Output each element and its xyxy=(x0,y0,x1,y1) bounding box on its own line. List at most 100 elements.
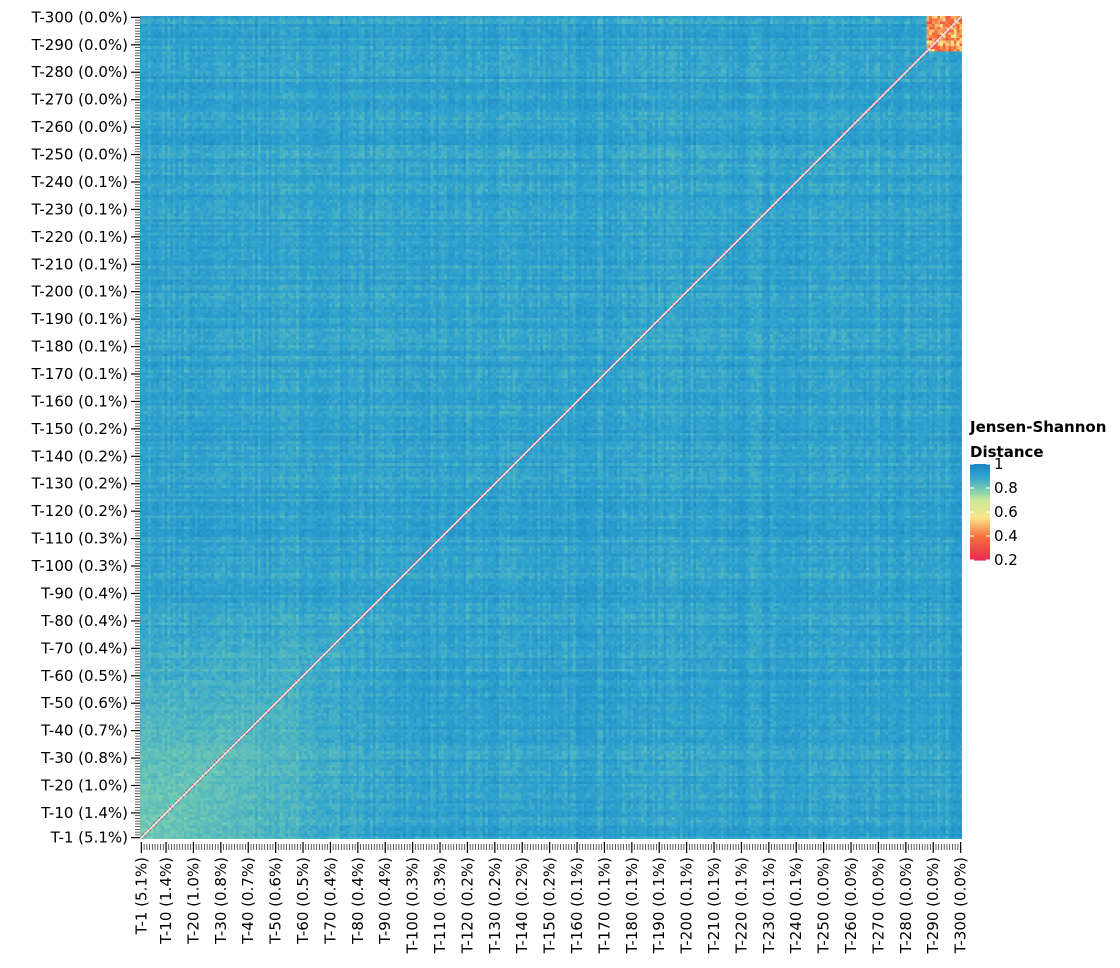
diagonal-self-distance xyxy=(139,15,963,840)
y-tick-label: T-70 (0.4%) xyxy=(40,639,128,657)
y-tick-label: T-220 (0.1%) xyxy=(31,228,128,246)
legend-label: 0.2 xyxy=(994,551,1018,569)
y-tick-label: T-180 (0.1%) xyxy=(31,338,128,356)
x-tick-label: T-230 (0.1%) xyxy=(760,857,778,954)
x-tick-label: T-70 (0.4%) xyxy=(321,857,339,945)
legend-color-step xyxy=(970,496,990,499)
x-tick-label: T-240 (0.1%) xyxy=(787,857,805,954)
y-tick-label: T-40 (0.7%) xyxy=(40,722,128,740)
diagonal-line xyxy=(139,15,963,840)
x-tick-label: T-290 (0.0%) xyxy=(924,857,942,954)
y-tick-label: T-130 (0.2%) xyxy=(31,475,128,493)
y-tick-label: T-90 (0.4%) xyxy=(40,584,128,602)
legend-label: 0.8 xyxy=(994,479,1018,497)
y-tick-label: T-150 (0.2%) xyxy=(31,420,128,438)
legend-color-step xyxy=(970,500,990,503)
x-tick-label: T-170 (0.1%) xyxy=(595,857,613,954)
y-tick-label: T-170 (0.1%) xyxy=(31,365,128,383)
x-tick-label: T-260 (0.0%) xyxy=(842,857,860,954)
legend-color-step xyxy=(970,548,990,551)
x-tick-label: T-30 (0.8%) xyxy=(212,857,230,945)
legend-color-step xyxy=(970,552,990,555)
legend-label: 0.6 xyxy=(994,503,1018,521)
legend-color-step xyxy=(970,524,990,527)
legend-color-step xyxy=(970,482,990,485)
legend-color-step xyxy=(970,512,990,515)
legend-title-line-1: Jensen-Shannon xyxy=(969,418,1106,436)
legend-color-step xyxy=(970,554,990,557)
y-tick-label: T-160 (0.1%) xyxy=(31,392,128,410)
y-tick-label: T-260 (0.0%) xyxy=(31,118,128,136)
x-tick-label: T-250 (0.0%) xyxy=(815,857,833,954)
legend-color-step xyxy=(970,528,990,531)
x-tick-label: T-150 (0.2%) xyxy=(541,857,559,954)
legend-color-step xyxy=(970,544,990,547)
x-tick-label: T-190 (0.1%) xyxy=(650,857,668,954)
legend-color-step xyxy=(970,550,990,553)
x-tick-label: T-130 (0.2%) xyxy=(486,857,504,954)
x-tick-label: T-60 (0.5%) xyxy=(294,857,312,945)
legend-color-step xyxy=(970,480,990,483)
y-tick-label: T-60 (0.5%) xyxy=(40,667,128,685)
legend-color-step xyxy=(970,546,990,549)
y-tick-label: T-300 (0.0%) xyxy=(31,8,128,26)
y-tick-label: T-80 (0.4%) xyxy=(40,612,128,630)
x-tick-label: T-1 (5.1%) xyxy=(132,857,150,935)
legend-color-step xyxy=(970,526,990,529)
legend-label: 1 xyxy=(994,455,1004,473)
y-tick-label: T-30 (0.8%) xyxy=(40,749,128,767)
legend-title-line-2: Distance xyxy=(970,443,1044,461)
x-tick-label: T-120 (0.2%) xyxy=(458,857,476,954)
y-tick-label: T-200 (0.1%) xyxy=(31,283,128,301)
y-tick-label: T-230 (0.1%) xyxy=(31,200,128,218)
legend-color-step xyxy=(970,516,990,519)
legend-color-step xyxy=(970,510,990,513)
legend-color-step xyxy=(970,540,990,543)
x-tick-label: T-160 (0.1%) xyxy=(568,857,586,954)
y-tick-label: T-290 (0.0%) xyxy=(31,36,128,54)
x-tick-label: T-20 (1.0%) xyxy=(184,857,202,945)
y-tick-label: T-120 (0.2%) xyxy=(31,502,128,520)
x-tick-label: T-300 (0.0%) xyxy=(952,857,970,954)
y-tick-label: T-1 (5.1%) xyxy=(50,829,128,847)
x-tick-label: T-100 (0.3%) xyxy=(404,857,422,954)
legend-color-step xyxy=(970,534,990,537)
legend-color-step xyxy=(970,518,990,521)
x-axis: T-1 (5.1%) T-10 (1.4%) T-20 (1.0%) T-30 (0.… xyxy=(132,842,970,954)
x-tick-label: T-220 (0.1%) xyxy=(732,857,750,954)
y-tick-label: T-100 (0.3%) xyxy=(31,557,128,575)
x-tick-label: T-270 (0.0%) xyxy=(869,857,887,954)
legend-color-step xyxy=(970,502,990,505)
x-tick-label: T-210 (0.1%) xyxy=(705,857,723,954)
x-tick-label: T-40 (0.7%) xyxy=(239,857,257,945)
legend-color-step xyxy=(970,492,990,495)
x-tick-label: T-140 (0.2%) xyxy=(513,857,531,954)
legend-color-step xyxy=(970,486,990,489)
y-tick-label: T-210 (0.1%) xyxy=(31,255,128,273)
legend-color-step xyxy=(970,498,990,501)
legend-color-step xyxy=(970,474,990,477)
y-tick-label: T-20 (1.0%) xyxy=(40,777,128,795)
legend-color-step xyxy=(970,478,990,481)
y-tick-label: T-190 (0.1%) xyxy=(31,310,128,328)
y-tick-label: T-50 (0.6%) xyxy=(40,694,128,712)
x-tick-label: T-50 (0.6%) xyxy=(267,857,285,945)
y-tick-label: T-280 (0.0%) xyxy=(31,63,128,81)
legend-color-step xyxy=(970,468,990,471)
legend-color-step xyxy=(970,488,990,491)
legend-color-step xyxy=(970,508,990,511)
legend-color-step xyxy=(970,464,990,467)
legend-color-step xyxy=(970,538,990,541)
color-legend: Jensen-Shannon Distance 1 0.8 0.6 0.4 0.2 xyxy=(969,418,1106,569)
y-tick-label: T-270 (0.0%) xyxy=(31,91,128,109)
legend-color-step xyxy=(970,470,990,473)
x-tick-label: T-10 (1.4%) xyxy=(157,857,175,945)
x-tick-label: T-90 (0.4%) xyxy=(376,857,394,945)
legend-color-step xyxy=(970,484,990,487)
legend-color-step xyxy=(970,514,990,517)
legend-color-step xyxy=(970,558,990,561)
legend-color-step xyxy=(970,522,990,525)
legend-color-step xyxy=(970,556,990,559)
legend-color-step xyxy=(970,472,990,475)
